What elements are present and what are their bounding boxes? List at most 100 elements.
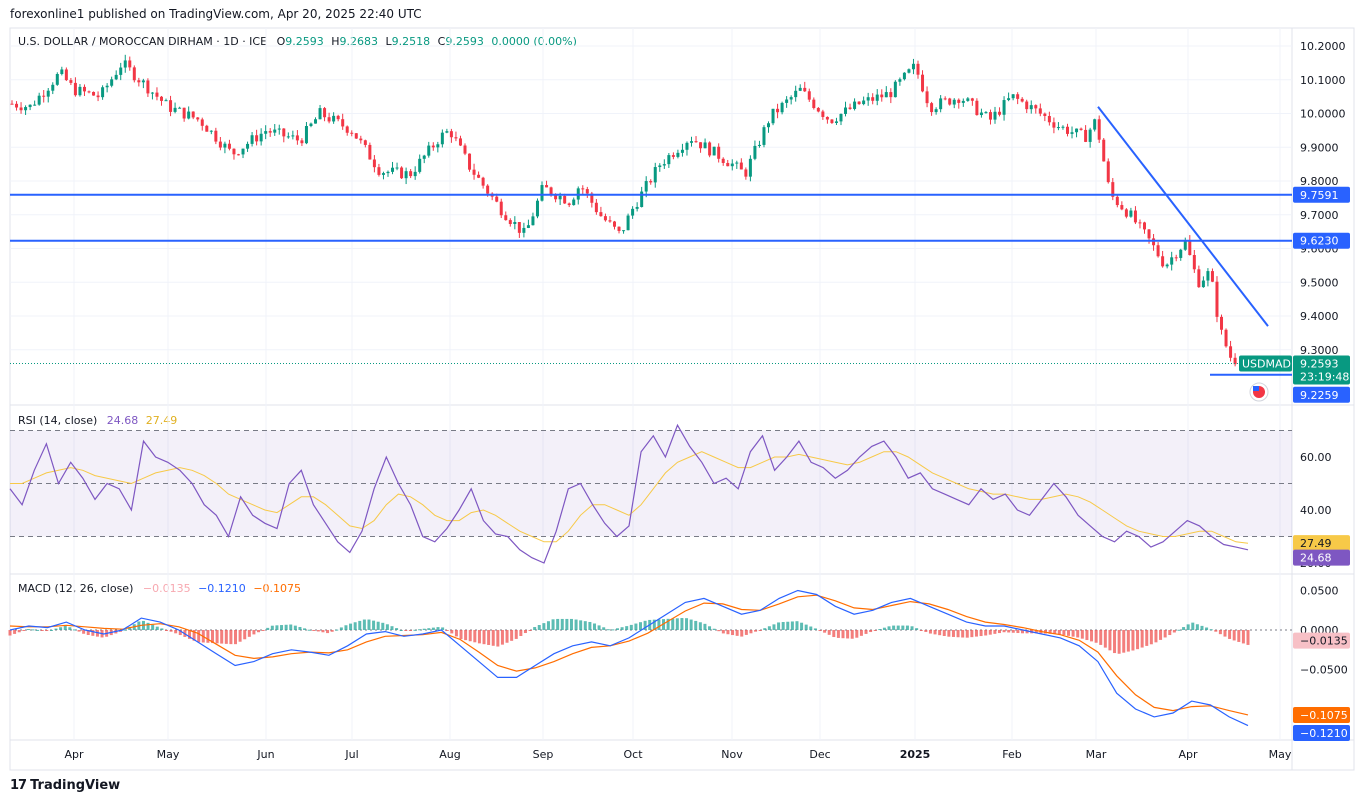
candle-body	[1224, 329, 1228, 347]
candle-body	[55, 74, 59, 85]
candle-body	[381, 173, 385, 175]
macd-histogram-bar	[634, 623, 638, 630]
candle-body	[418, 158, 422, 172]
macd-histogram-bar	[855, 630, 859, 638]
macd-histogram-bar	[850, 630, 854, 639]
macd-histogram-bar	[482, 630, 486, 645]
open-label: O	[276, 35, 286, 48]
macd-histogram-bar	[31, 629, 35, 631]
macd-title[interactable]: MACD (12, 26, close)	[18, 582, 134, 595]
candle-body	[866, 97, 870, 101]
rsi-legend: RSI (14, close) 24.68 27.49	[18, 414, 177, 427]
candle-body	[19, 107, 23, 111]
candle-body	[431, 145, 435, 148]
candle-body	[69, 80, 73, 83]
candle-body	[590, 193, 594, 203]
candle-body	[794, 90, 798, 98]
candle-body	[540, 185, 544, 201]
candle-body	[264, 131, 268, 134]
candle-body	[1016, 94, 1020, 99]
macd-histogram-bar	[993, 630, 997, 634]
candle-body	[1129, 210, 1133, 217]
candle-body	[78, 86, 82, 96]
macd-histogram-bar	[639, 622, 643, 630]
macd-histogram-bar	[68, 627, 72, 630]
candle-body	[1161, 256, 1165, 267]
low-value: 9.2518	[391, 35, 431, 48]
candle-body	[173, 107, 177, 112]
last-price-badge: 9.2593	[1300, 357, 1339, 370]
macd-histogram-bar	[951, 630, 955, 637]
candle-body	[187, 111, 191, 119]
x-tick-label: Feb	[1002, 748, 1021, 761]
candle-body	[567, 203, 571, 206]
candle-body	[10, 103, 14, 105]
candle-body	[522, 227, 526, 233]
macd-histogram-bar	[717, 630, 721, 632]
candle-body	[304, 125, 308, 144]
macd-histogram-bar	[961, 630, 965, 638]
candle-body	[844, 107, 848, 114]
candle-body	[554, 194, 558, 200]
macd-histogram-bar	[846, 630, 850, 639]
candle-body	[762, 127, 766, 145]
macd-histogram-bar	[390, 626, 394, 630]
candle-body	[785, 99, 789, 103]
macd-histogram-bar	[1191, 622, 1195, 630]
candle-body	[60, 69, 64, 75]
macd-histogram-bar	[266, 627, 270, 630]
candle-body	[1220, 316, 1224, 330]
candle-body	[939, 98, 943, 110]
macd-histogram-bar	[473, 630, 477, 643]
tradingview-footer[interactable]: 17 TradingView	[10, 778, 120, 793]
macd-histogram-bar	[496, 630, 500, 647]
x-tick-label: Jul	[344, 748, 358, 761]
macd-histogram-bar	[721, 630, 725, 634]
candle-body	[535, 200, 539, 217]
macd-histogram-bar	[229, 630, 233, 645]
macd-histogram-bar	[63, 625, 67, 630]
candle-body	[988, 112, 992, 120]
candle-body	[884, 92, 888, 98]
macd-histogram-bar	[72, 629, 76, 631]
macd-line	[9, 589, 1249, 727]
macd-histogram-bar	[1140, 630, 1144, 648]
candle-body	[853, 101, 857, 109]
macd-histogram-bar	[1076, 630, 1080, 638]
macd-histogram-bar	[726, 630, 730, 635]
candle-body	[214, 130, 218, 142]
candle-body	[209, 130, 213, 132]
macd-histogram-bar	[1214, 630, 1218, 632]
candle-body	[1147, 229, 1151, 239]
macd-histogram-bar	[629, 624, 633, 630]
macd-histogram-bar	[399, 629, 403, 631]
rsi-badge: 24.68	[1300, 552, 1332, 565]
candle-body	[1043, 113, 1047, 116]
candle-body	[336, 115, 340, 120]
publisher-header: forexonline1 published on TradingView.co…	[10, 7, 422, 21]
candle-body	[404, 171, 408, 179]
macd-signal-value: −0.1075	[253, 582, 302, 595]
candle-body	[205, 125, 209, 132]
candle-body	[286, 136, 290, 138]
candle-body	[726, 162, 730, 167]
macd-histogram-bar	[404, 630, 408, 631]
candle-body	[255, 135, 259, 142]
symbol-title[interactable]: U.S. DOLLAR / MOROCCAN DIRHAM · 1D · ICE	[18, 35, 268, 48]
macd-histogram-bar	[942, 630, 946, 636]
macd-histogram-bar	[915, 628, 919, 630]
candle-body	[930, 103, 934, 113]
price-tick-label: 9.7000	[1300, 209, 1339, 222]
candle-body	[581, 188, 585, 190]
candle-body	[631, 208, 635, 216]
macd-histogram-bar	[1122, 630, 1126, 653]
macd-histogram-bar	[1159, 630, 1163, 640]
macd-histogram-bar	[86, 630, 90, 635]
candle-body	[495, 196, 499, 202]
macd-histogram-bar	[896, 625, 900, 630]
macd-histogram-bar	[1090, 630, 1094, 642]
macd-histogram-bar	[436, 627, 440, 630]
macd-histogram-bar	[832, 630, 836, 638]
rsi-title[interactable]: RSI (14, close)	[18, 414, 98, 427]
